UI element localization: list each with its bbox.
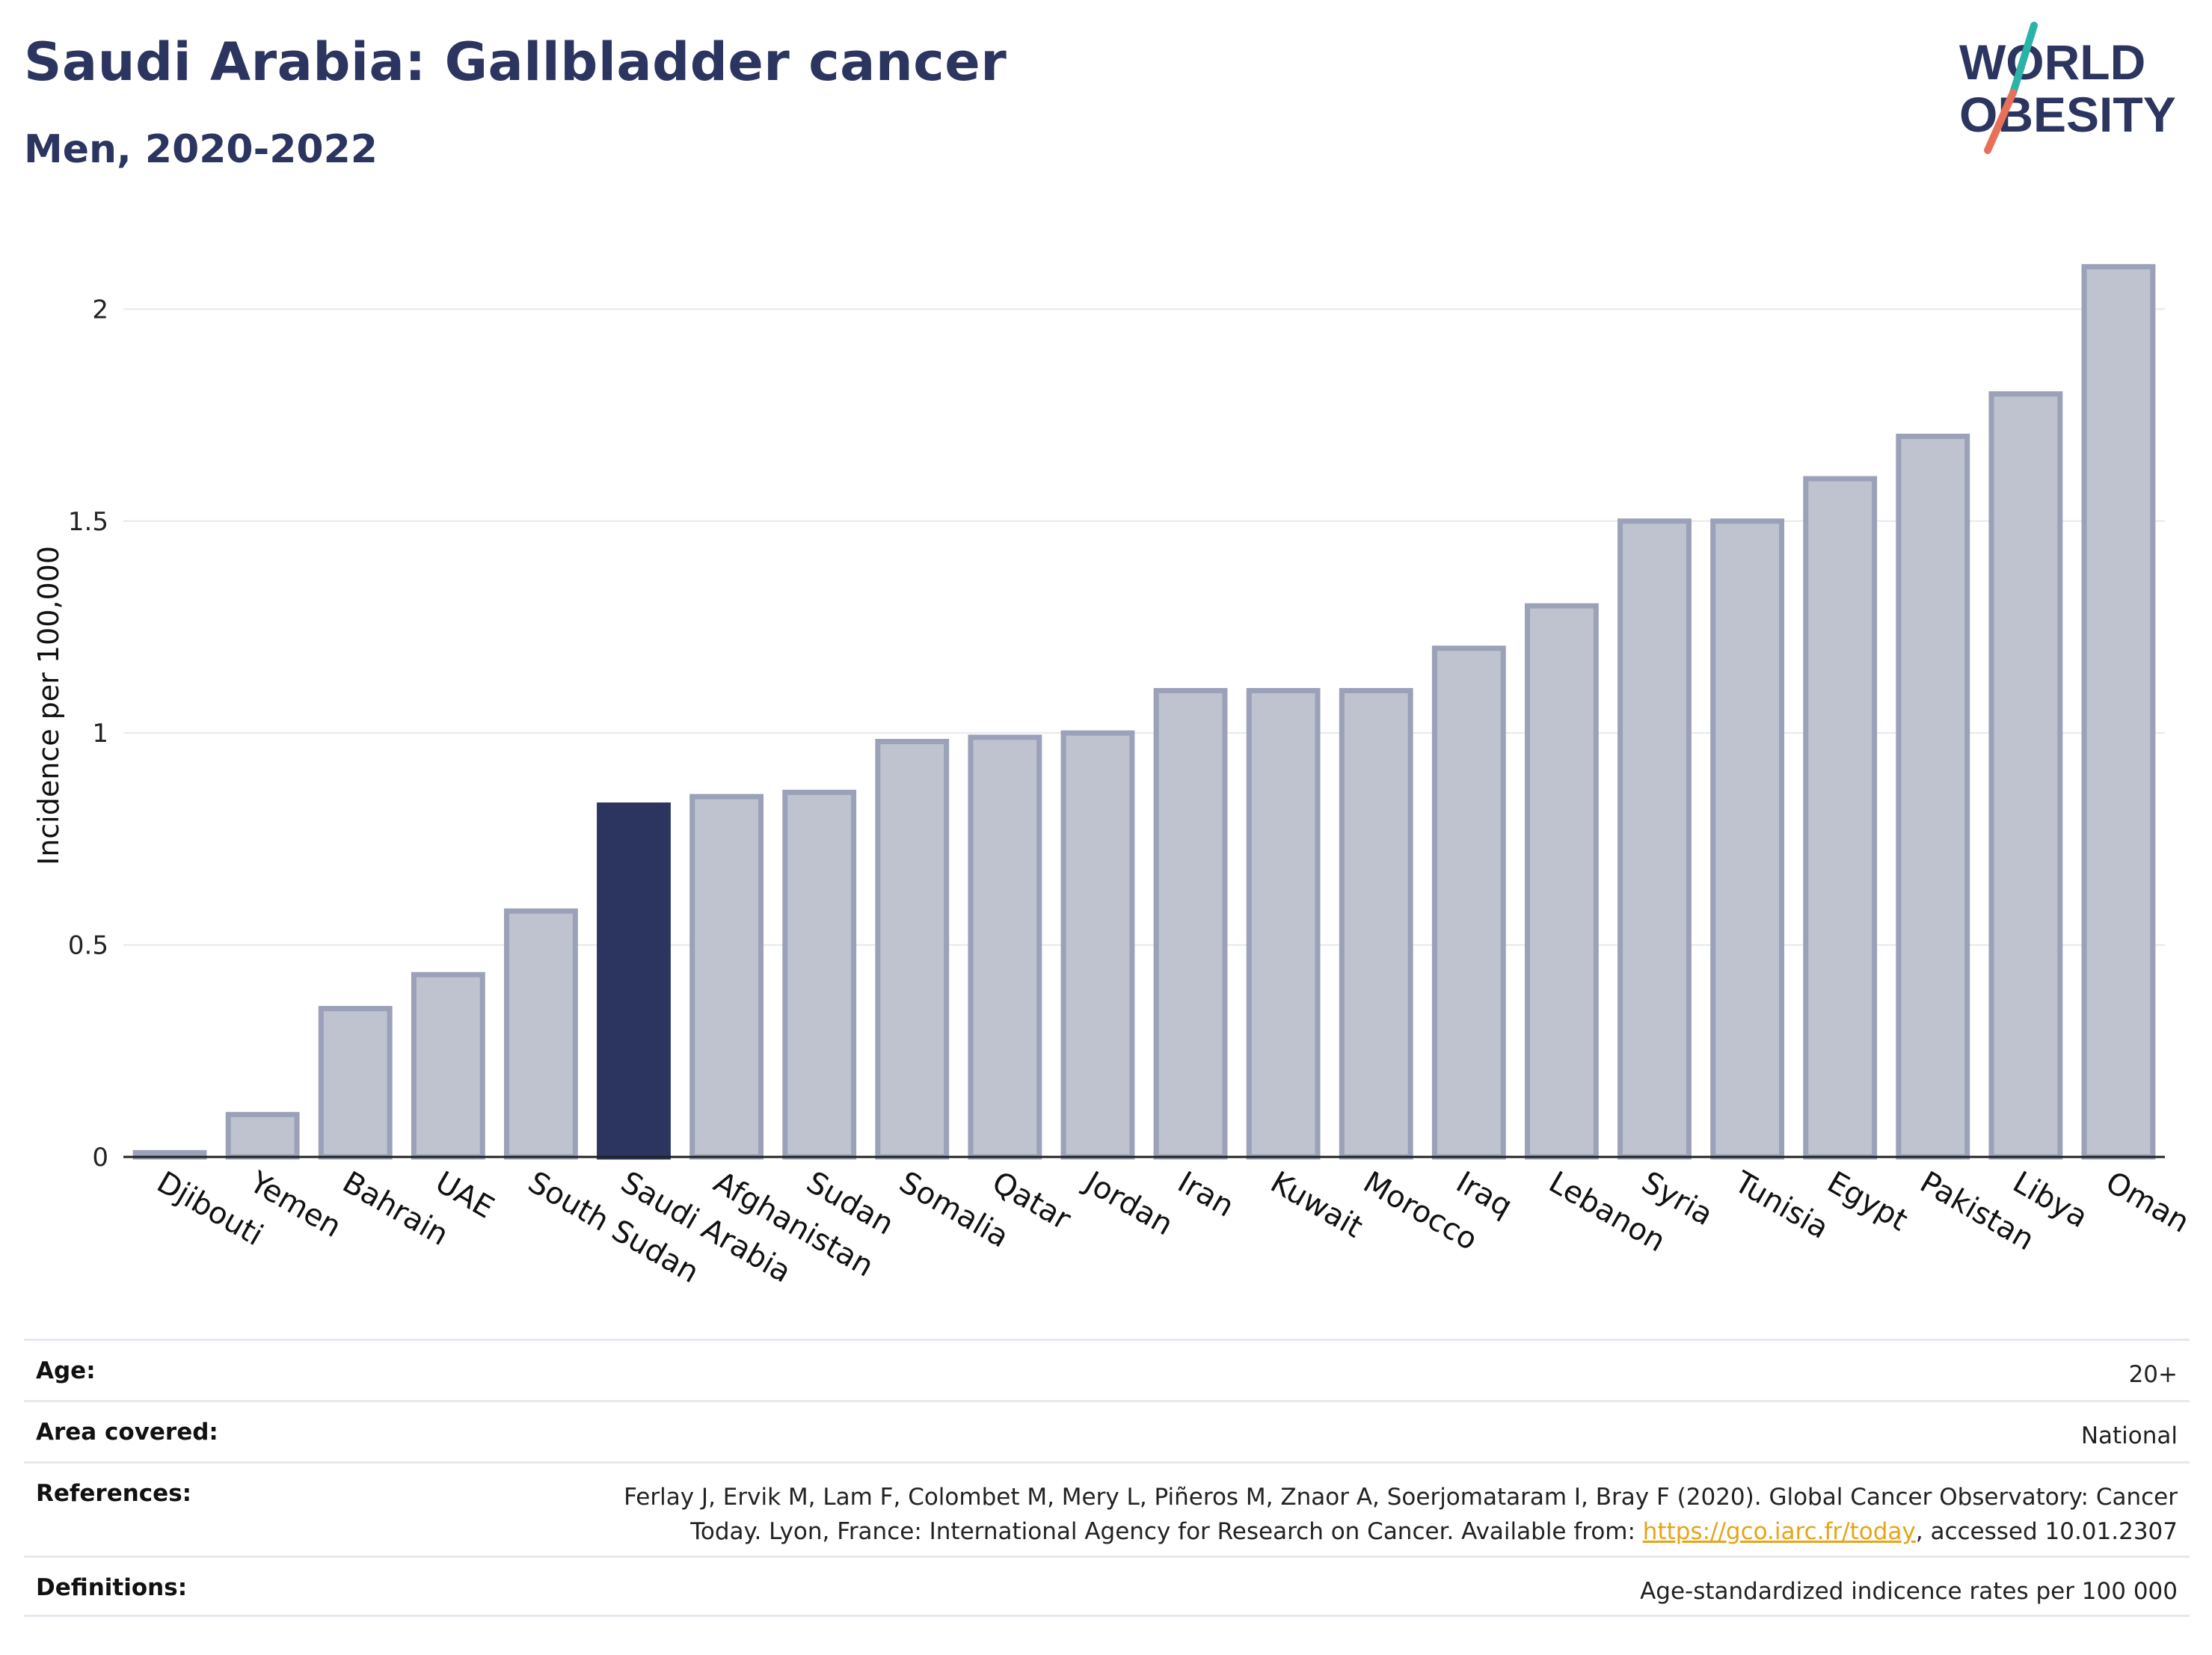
bar bbox=[689, 793, 764, 1160]
bar bbox=[1246, 688, 1321, 1160]
y-tick-label: 2 bbox=[92, 295, 108, 325]
world-obesity-logo: WORLD OBESITY bbox=[1959, 22, 2176, 154]
references-link[interactable]: https://gco.iarc.fr/today bbox=[1642, 1518, 1916, 1545]
x-tick-label: Oman bbox=[2100, 1165, 2195, 1240]
chart-title: Saudi Arabia: Gallbladder cancer bbox=[24, 31, 1007, 93]
definitions-value: Age-standardized indicence rates per 100… bbox=[1640, 1578, 2178, 1605]
references-text-3: , accessed 10.01.2307 bbox=[1915, 1518, 2178, 1545]
x-tick-label: Djibouti bbox=[151, 1165, 268, 1253]
definitions-label: Definitions: bbox=[36, 1574, 188, 1601]
bar bbox=[503, 908, 578, 1160]
x-tick-label: Egypt bbox=[1822, 1165, 1914, 1238]
bar bbox=[411, 971, 485, 1160]
bar bbox=[875, 739, 950, 1160]
meta-row-references: References: Ferlay J, Ervik M, Lam F, Co… bbox=[24, 1461, 2190, 1556]
y-tick-label: 1 bbox=[92, 719, 108, 749]
bar bbox=[968, 734, 1042, 1160]
logo-slash-teal bbox=[2009, 22, 2038, 96]
area-label: Area covered: bbox=[36, 1419, 218, 1446]
bar bbox=[1803, 476, 1878, 1160]
bar bbox=[1710, 518, 1785, 1160]
age-label: Age: bbox=[36, 1357, 96, 1384]
x-tick-label: Jordan bbox=[1077, 1164, 1179, 1242]
x-tick-label: Iran bbox=[1172, 1165, 1240, 1224]
bar bbox=[1431, 645, 1506, 1160]
bar bbox=[782, 790, 857, 1160]
logo-slash-coral bbox=[1984, 89, 2017, 154]
bar bbox=[1617, 518, 1692, 1160]
references-label: References: bbox=[36, 1480, 192, 1507]
x-tick-label: Bahrain bbox=[337, 1165, 454, 1253]
y-tick-label: 0 bbox=[92, 1143, 108, 1173]
references-value: Ferlay J, Ervik M, Lam F, Colombet M, Me… bbox=[624, 1480, 2178, 1549]
logo-word-world: WORLD bbox=[1959, 34, 2145, 90]
bar bbox=[597, 802, 671, 1160]
meta-row-definitions: Definitions: Age-standardized indicence … bbox=[24, 1556, 2190, 1617]
bar bbox=[2081, 264, 2156, 1160]
meta-row-age: Age: 20+ bbox=[24, 1339, 2190, 1400]
bar bbox=[1896, 433, 1970, 1160]
bar bbox=[1060, 730, 1135, 1160]
references-text-1: Ferlay J, Ervik M, Lam F, Colombet M, Me… bbox=[624, 1484, 2178, 1511]
area-value: National bbox=[2080, 1422, 2178, 1449]
references-text-2: Today. Lyon, France: International Agenc… bbox=[690, 1518, 1643, 1545]
bar bbox=[318, 1006, 393, 1160]
x-tick-label: Kuwait bbox=[1265, 1165, 1368, 1245]
y-tick-label: 0.5 bbox=[68, 931, 108, 961]
bar bbox=[1524, 603, 1599, 1160]
y-axis-label: Incidence per 100,000 bbox=[32, 546, 65, 865]
metadata-table: Age: 20+ Area covered: National Referenc… bbox=[24, 1339, 2190, 1617]
bar bbox=[1988, 391, 2063, 1160]
y-tick-label: 1.5 bbox=[68, 507, 108, 537]
bar bbox=[225, 1111, 300, 1160]
chart-subtitle: Men, 2020-2022 bbox=[24, 127, 378, 172]
age-value: 20+ bbox=[2128, 1361, 2178, 1388]
x-tick-label: Tunisia bbox=[1728, 1164, 1834, 1246]
meta-row-area: Area covered: National bbox=[24, 1400, 2190, 1461]
bar bbox=[1339, 688, 1413, 1160]
bar bbox=[1153, 688, 1228, 1160]
